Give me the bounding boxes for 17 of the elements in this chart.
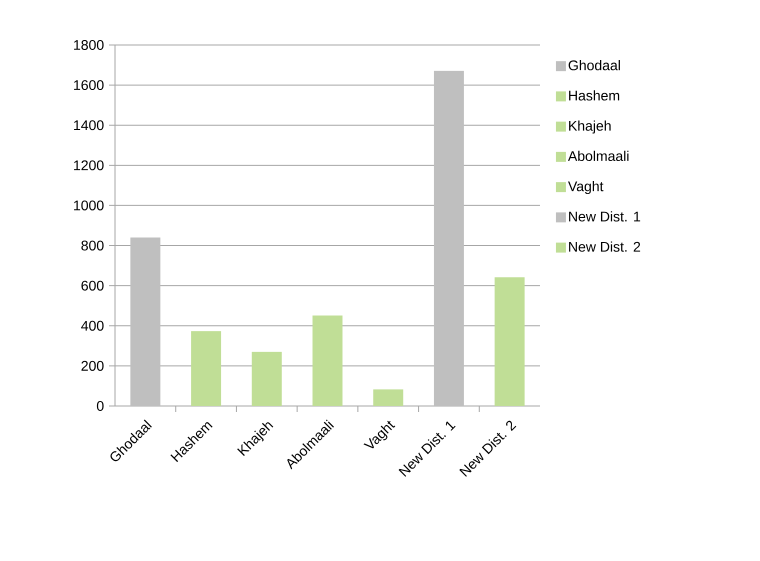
- y-tick-label: 1800: [74, 40, 104, 50]
- legend-label: Ghodaal: [568, 60, 620, 70]
- legend-label: Khajeh: [569, 120, 611, 134]
- y-tick-label: 200: [81, 360, 104, 371]
- y-tick-label: 1200: [74, 160, 104, 170]
- y-tick-label: 1400: [74, 120, 104, 130]
- y-tick-label: 400: [81, 320, 104, 331]
- y-tick-label: 800: [81, 240, 104, 251]
- y-tick-label: 0: [96, 401, 104, 411]
- legend-label: Abolmaali: [568, 150, 628, 162]
- legend-label: New Dist. 1: [569, 211, 640, 222]
- y-tick-label: 1600: [74, 80, 104, 90]
- legend-label: New Dist. 2: [569, 241, 640, 252]
- y-tick-label: 600: [81, 280, 104, 291]
- y-tick-label: 1000: [74, 200, 104, 210]
- legend-label: Hashem: [569, 90, 620, 101]
- legend-label: Vaght: [568, 180, 604, 194]
